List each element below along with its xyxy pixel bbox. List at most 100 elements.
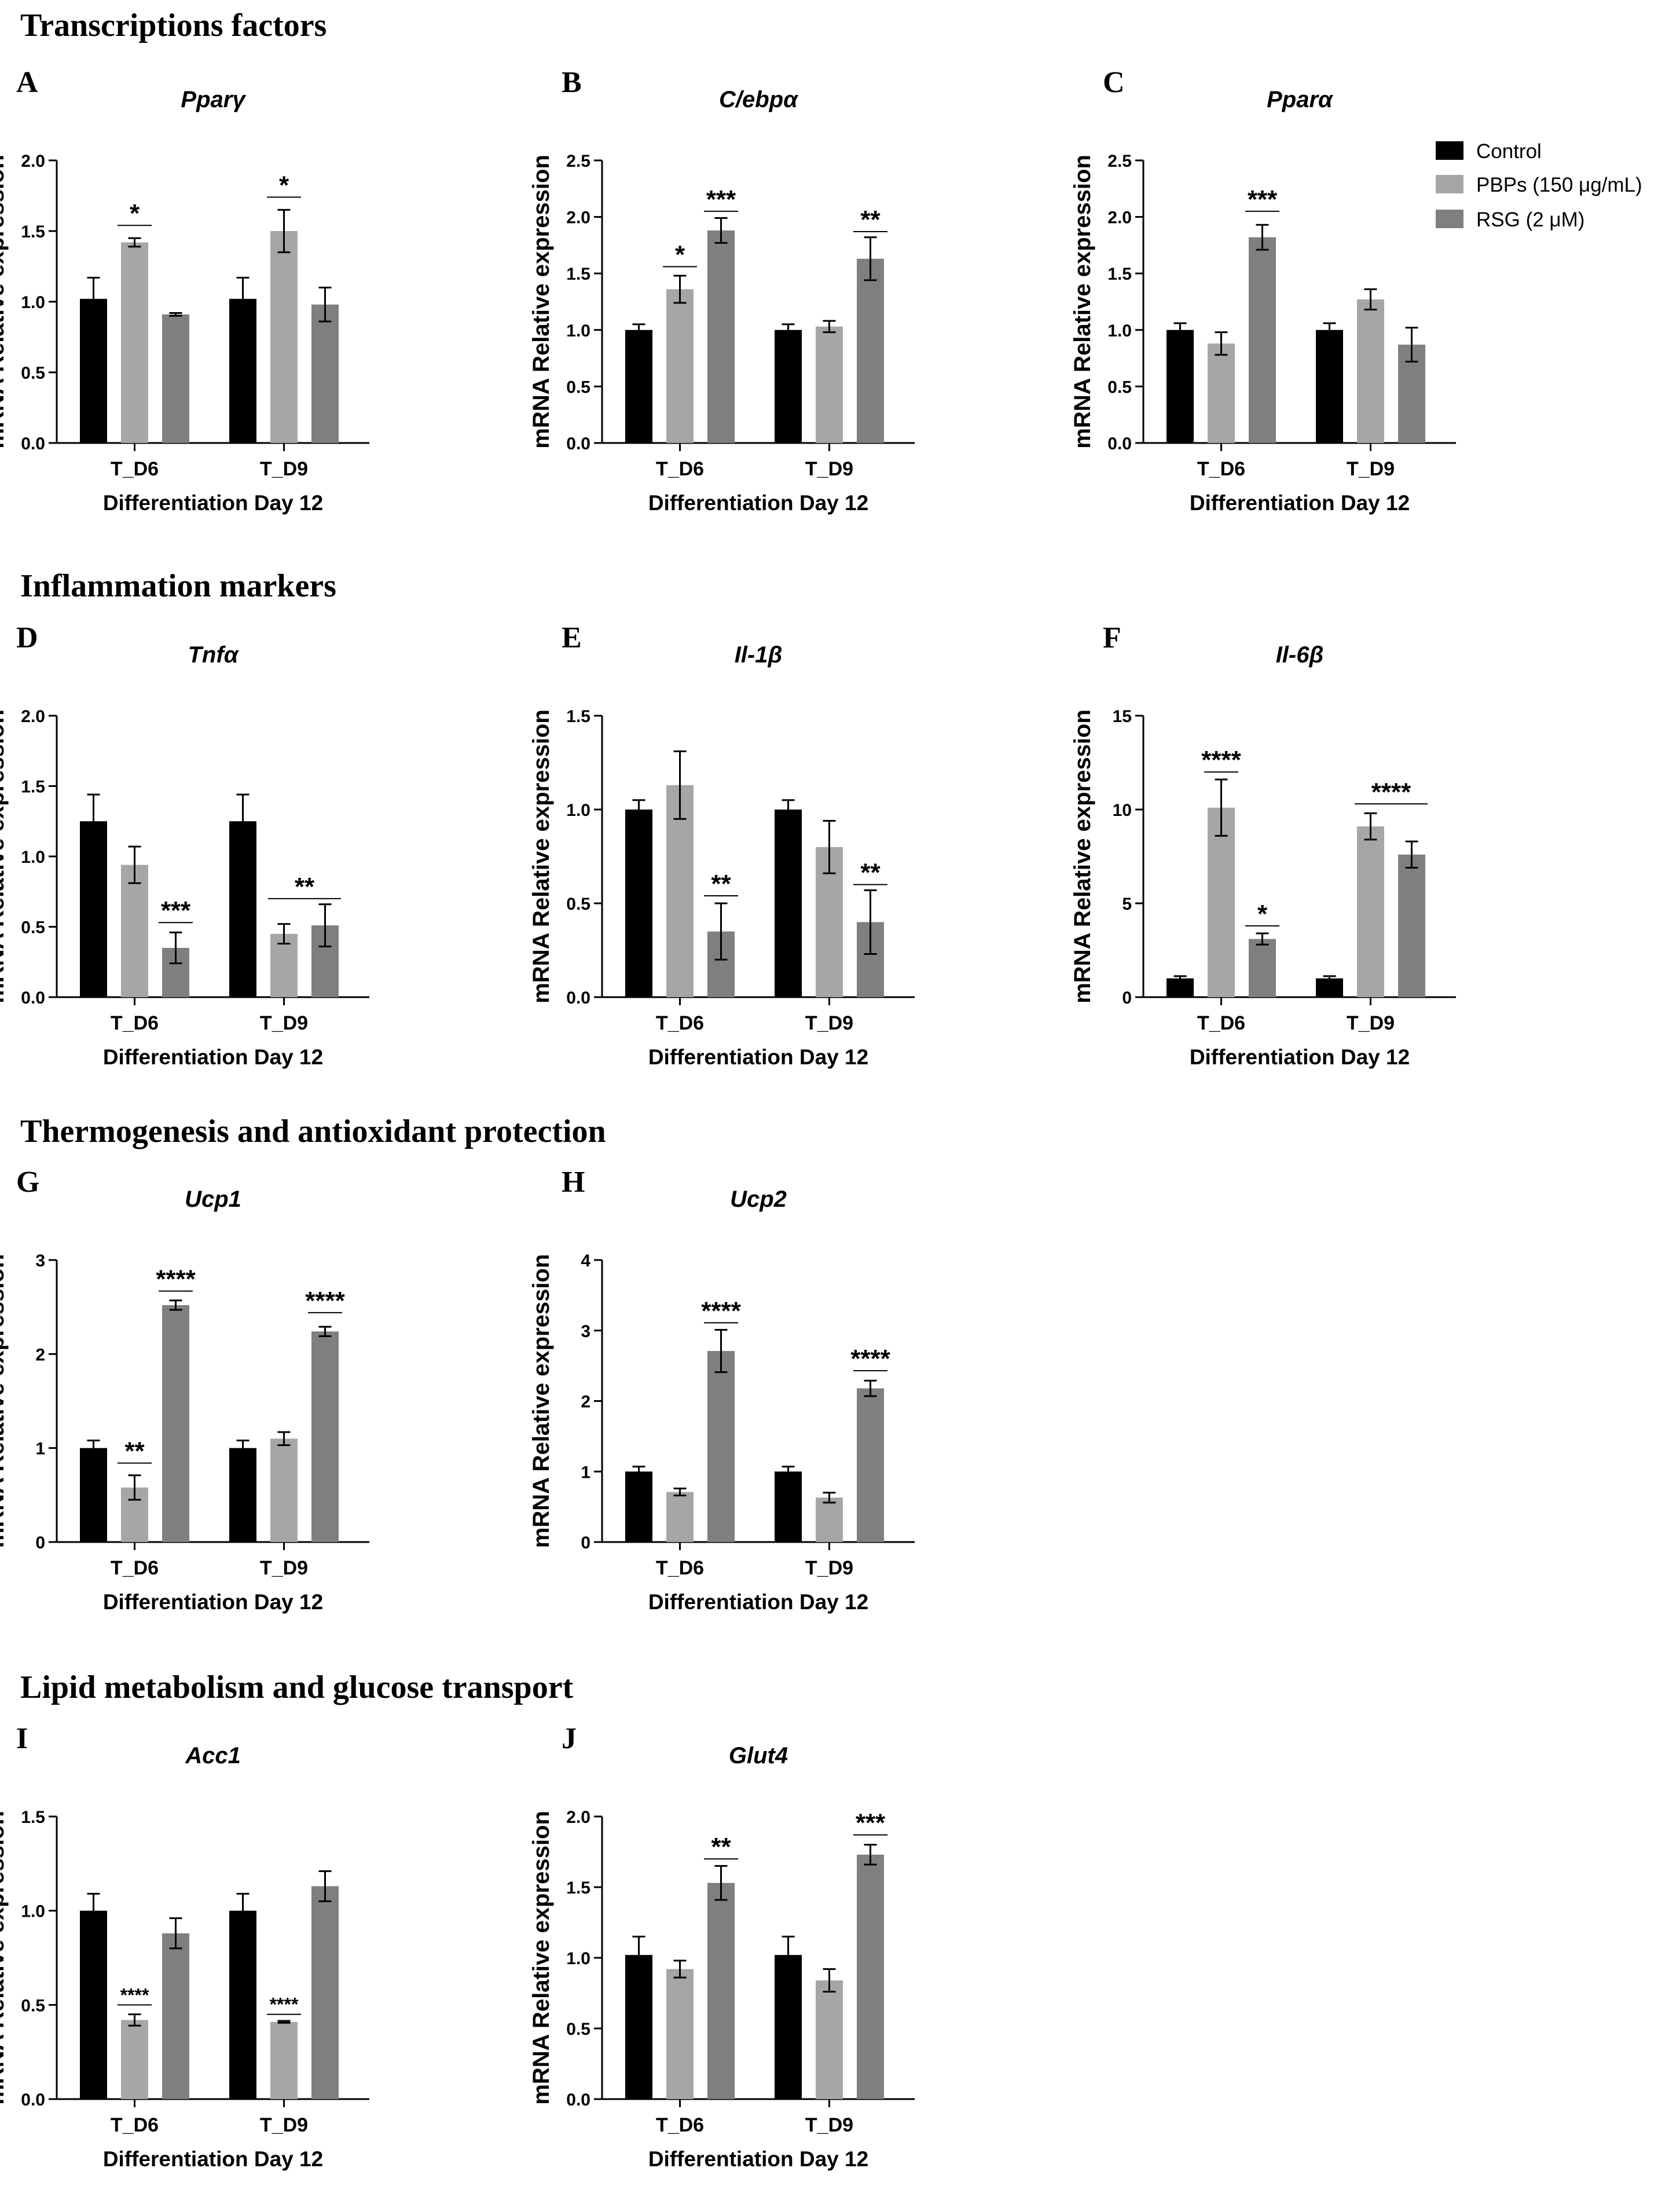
y-axis-title: mRNA Relative expression bbox=[0, 709, 9, 1004]
chart-panel-g: G Ucp1 0 1 2 3 T_D6 T_D9 Differentiation Day 12 m… bbox=[0, 1166, 369, 1614]
significance-label: ** bbox=[860, 206, 881, 234]
chart-title: Il-1β bbox=[735, 642, 783, 668]
y-tick-label: 0.5 bbox=[566, 895, 590, 914]
bar bbox=[162, 1933, 189, 2099]
x-tick-label: T_D6 bbox=[111, 1012, 159, 1034]
significance-label: ** bbox=[295, 873, 315, 901]
significance-label: **** bbox=[701, 1297, 741, 1325]
bar bbox=[666, 1492, 694, 1542]
significance-label: *** bbox=[856, 1809, 886, 1837]
chart-title: Ucp1 bbox=[185, 1186, 241, 1212]
x-tick-label: T_D9 bbox=[805, 1012, 853, 1034]
y-tick-label: 2.5 bbox=[566, 152, 590, 171]
y-axis-title: mRNA Relative expression bbox=[0, 155, 9, 449]
y-axis-title: mRNA Relative expression bbox=[529, 155, 554, 449]
bar bbox=[1208, 807, 1235, 997]
chart-panel-j: J Glut4 0.0 0.5 1.0 1.5 2.0 T_D6 T_D9 Differentia… bbox=[529, 1722, 915, 2171]
x-axis-title: Differentiation Day 12 bbox=[1190, 1045, 1410, 1069]
chart-panel-c: C Pparα 0.0 0.5 1.0 1.5 2.0 2.5 T_D6 T_D9 Differen… bbox=[1070, 66, 1456, 515]
x-tick-label: T_D9 bbox=[1347, 458, 1395, 480]
significance-label: **** bbox=[156, 1265, 196, 1294]
y-tick-label: 0.5 bbox=[21, 364, 45, 383]
significance-label: **** bbox=[305, 1287, 345, 1315]
bar bbox=[625, 1955, 652, 2099]
x-tick-label: T_D6 bbox=[656, 458, 704, 480]
section-title-transcription: Transcriptions factors bbox=[20, 8, 327, 43]
x-tick-label: T_D6 bbox=[656, 2114, 704, 2136]
x-axis-title: Differentiation Day 12 bbox=[648, 491, 868, 515]
bar bbox=[775, 1955, 802, 2099]
panel-letter: B bbox=[562, 66, 582, 99]
y-tick-label: 0.5 bbox=[566, 2020, 590, 2039]
y-tick-label: 1.5 bbox=[566, 1878, 590, 1898]
significance-label: * bbox=[279, 171, 289, 199]
bar bbox=[857, 258, 884, 443]
chart-title: Acc1 bbox=[185, 1743, 241, 1768]
x-axis-title: Differentiation Day 12 bbox=[648, 2147, 868, 2171]
bar bbox=[707, 1883, 735, 2099]
legend-swatch-rsg bbox=[1436, 210, 1463, 228]
bar bbox=[816, 1980, 843, 2099]
y-tick-label: 1.0 bbox=[1107, 321, 1132, 340]
y-tick-label: 0.0 bbox=[566, 988, 590, 1008]
y-tick-label: 0 bbox=[581, 1533, 590, 1552]
bar bbox=[270, 1438, 298, 1542]
y-tick-label: 1.0 bbox=[21, 848, 45, 867]
x-tick-label: T_D9 bbox=[805, 2114, 853, 2136]
bar bbox=[816, 326, 843, 443]
bar bbox=[666, 785, 694, 997]
panel-letter: I bbox=[16, 1722, 28, 1755]
x-tick-label: T_D9 bbox=[1347, 1012, 1395, 1034]
bar bbox=[270, 2021, 298, 2099]
y-axis-title: mRNA Relative expression bbox=[0, 1811, 9, 2105]
bar bbox=[625, 1471, 652, 1542]
y-tick-label: 2.0 bbox=[1107, 208, 1132, 228]
y-tick-label: 1.0 bbox=[566, 321, 590, 340]
y-tick-label: 2 bbox=[581, 1393, 590, 1412]
bar bbox=[1167, 329, 1194, 443]
x-axis-title: Differentiation Day 12 bbox=[1190, 491, 1410, 515]
bar bbox=[80, 1448, 107, 1542]
y-tick-label: 0 bbox=[35, 1533, 45, 1552]
x-axis-title: Differentiation Day 12 bbox=[103, 1045, 323, 1069]
x-axis-title: Differentiation Day 12 bbox=[103, 1590, 323, 1614]
chart-title: Ucp2 bbox=[730, 1186, 787, 1212]
panel-letter: C bbox=[1103, 66, 1125, 99]
y-tick-label: 2.0 bbox=[21, 152, 45, 171]
significance-label: **** bbox=[850, 1345, 890, 1373]
section-title-inflammation: Inflammation markers bbox=[20, 568, 336, 604]
panel-letter: H bbox=[562, 1166, 585, 1199]
bar bbox=[625, 329, 652, 443]
chart-title: Il-6β bbox=[1276, 642, 1324, 668]
section-title-lipid: Lipid metabolism and glucose transport bbox=[20, 1669, 574, 1705]
bar bbox=[775, 1471, 802, 1542]
x-tick-label: T_D6 bbox=[111, 1557, 159, 1579]
x-axis-title: Differentiation Day 12 bbox=[648, 1590, 868, 1614]
panel-letter: F bbox=[1103, 621, 1121, 654]
bar bbox=[311, 304, 339, 443]
chart-panel-b: B C/ebpα 0.0 0.5 1.0 1.5 2.0 2.5 T_D6 T_D9 Differe… bbox=[529, 66, 915, 515]
y-tick-label: 3 bbox=[35, 1251, 45, 1270]
chart-panel-h: H Ucp2 0 1 2 3 4 T_D6 T_D9 Differentiation Day 12… bbox=[529, 1166, 915, 1614]
x-tick-label: T_D9 bbox=[805, 458, 853, 480]
chart-panel-e: E Il-1β 0.0 0.5 1.0 1.5 T_D6 T_D9 Differentiatio… bbox=[529, 621, 915, 1069]
x-tick-label: T_D9 bbox=[260, 1557, 308, 1579]
y-tick-label: 0.0 bbox=[21, 434, 45, 453]
y-tick-label: 0.0 bbox=[21, 988, 45, 1008]
significance-label: **** bbox=[1201, 746, 1241, 774]
y-tick-label: 1 bbox=[35, 1440, 45, 1459]
panel-letter: D bbox=[16, 621, 38, 654]
chart-title: Pparγ bbox=[181, 87, 247, 112]
x-tick-label: T_D6 bbox=[1197, 458, 1245, 480]
panel-letter: G bbox=[16, 1166, 39, 1199]
y-tick-label: 1.5 bbox=[21, 1808, 45, 1827]
bar bbox=[311, 1331, 339, 1542]
y-tick-label: 15 bbox=[1113, 707, 1132, 726]
y-axis-title: mRNA Relative expression bbox=[1070, 155, 1095, 449]
x-tick-label: T_D6 bbox=[656, 1557, 704, 1579]
bar bbox=[80, 299, 107, 443]
significance-label: *** bbox=[1248, 185, 1278, 214]
bar bbox=[80, 821, 107, 997]
significance-label: * bbox=[1257, 900, 1268, 928]
y-axis-title: mRNA Relative expression bbox=[1070, 709, 1095, 1004]
